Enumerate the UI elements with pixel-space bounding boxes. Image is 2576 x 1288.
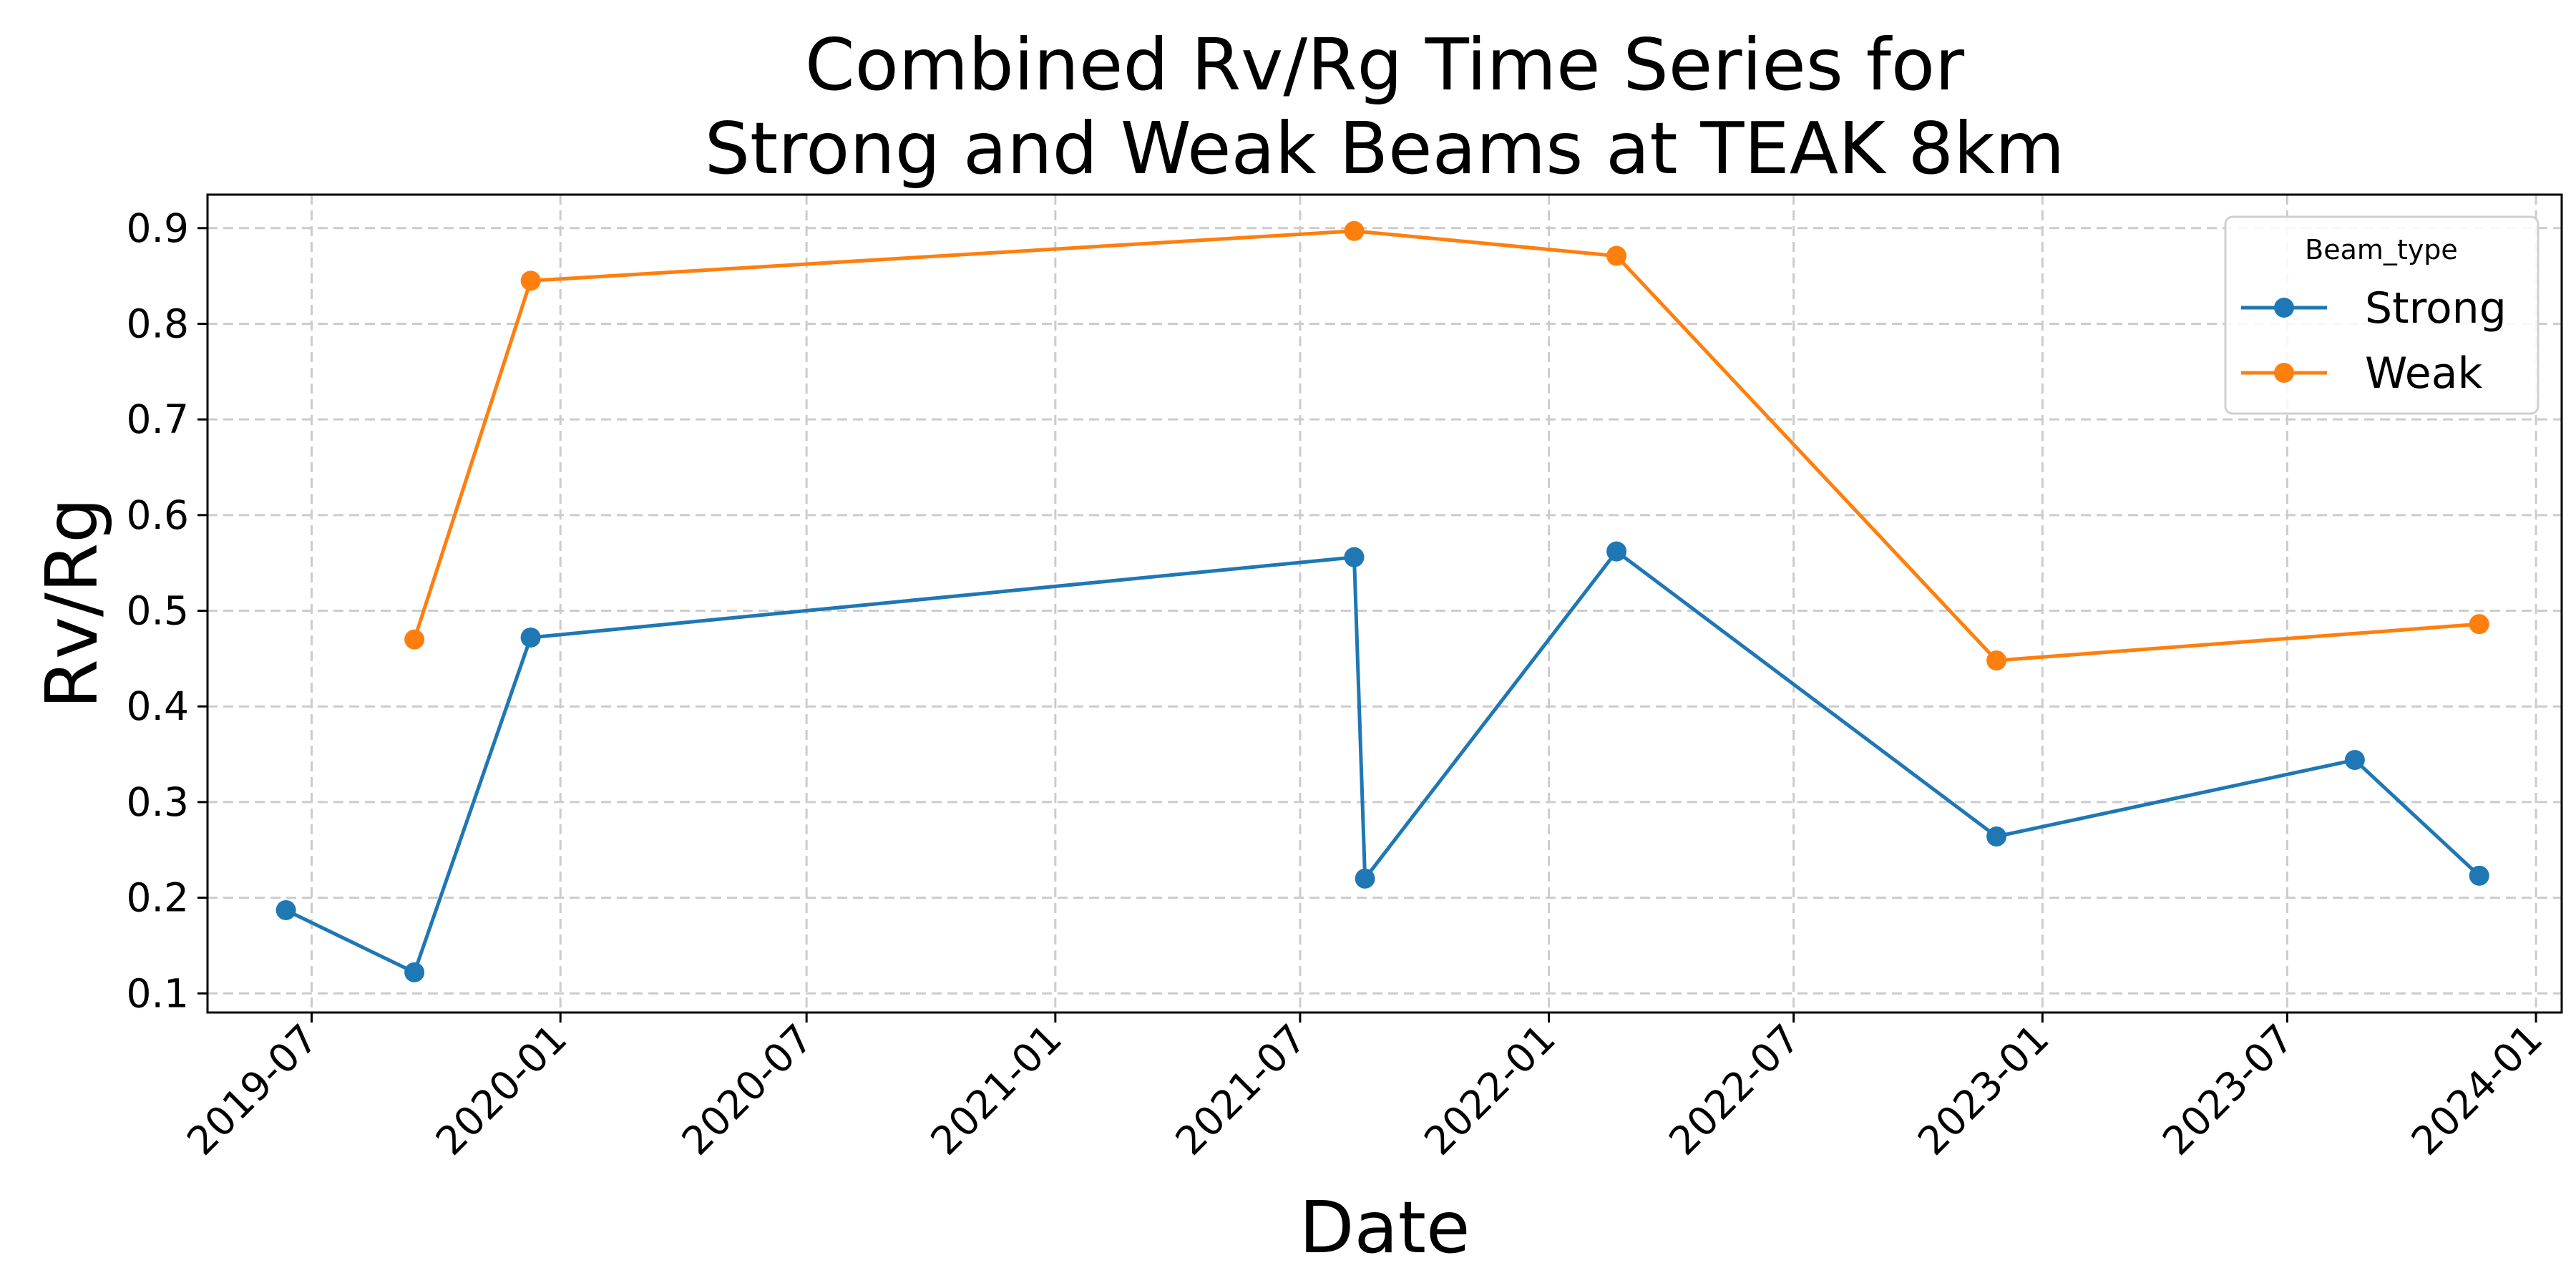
data-point-weak	[2469, 614, 2489, 635]
legend: Beam_type Strong Weak	[2224, 215, 2540, 415]
y-tick-label: 0.9	[127, 205, 189, 251]
x-tick-label: 2020-01	[427, 1015, 576, 1164]
series-layer	[275, 220, 2489, 982]
legend-title: Beam_type	[2305, 234, 2458, 265]
data-point-weak	[520, 270, 541, 291]
series-line-strong	[285, 550, 2481, 975]
data-point-weak	[1606, 245, 1627, 266]
chart-title-line-2: Strong and Weak Beams at TEAK 8km	[705, 107, 2065, 190]
data-point-weak	[1986, 650, 2007, 671]
data-point-strong	[1355, 868, 1375, 889]
y-tick-label: 0.3	[127, 779, 189, 825]
y-tick-label: 0.8	[127, 301, 189, 346]
data-point-strong	[2344, 750, 2365, 771]
y-tick-label: 0.6	[127, 492, 189, 538]
chart-title-line-1: Combined Rv/Rg Time Series for	[805, 23, 1965, 107]
legend-label-strong: Strong	[2365, 283, 2507, 333]
data-point-strong	[1986, 826, 2007, 847]
y-tick-label: 0.7	[127, 396, 189, 442]
data-point-strong	[520, 627, 541, 648]
x-tick-label: 2022-07	[1660, 1015, 1809, 1164]
axis-layer: 2019-07 2020-01 2020-07 2021-01 2021-07 2022-…	[127, 205, 2552, 1164]
legend-box	[2224, 215, 2540, 415]
legend-label-weak: Weak	[2365, 348, 2482, 399]
data-point-strong	[1344, 547, 1365, 567]
legend-marker-weak	[2274, 363, 2294, 383]
y-tick-label: 0.2	[127, 875, 189, 921]
data-point-strong	[2469, 865, 2489, 886]
series-line-weak	[412, 229, 2479, 663]
legend-marker-strong	[2274, 298, 2294, 318]
x-tick-label: 2020-07	[673, 1015, 822, 1164]
x-tick-label: 2021-01	[922, 1015, 1070, 1164]
x-tick-label: 2023-01	[1909, 1015, 2058, 1164]
plot-frame	[206, 193, 2563, 1014]
x-tick-label: 2021-07	[1166, 1015, 1315, 1164]
data-point-weak	[1344, 220, 1365, 241]
y-axis-label: Rv/Rg	[30, 497, 114, 708]
x-tick-label: 2024-01	[2403, 1015, 2552, 1164]
x-tick-label: 2022-01	[1415, 1015, 1564, 1164]
data-point-weak	[404, 629, 425, 650]
x-tick-label: 2019-07	[178, 1015, 327, 1164]
x-tick-label: 2023-07	[2154, 1015, 2303, 1164]
data-point-strong	[275, 899, 296, 920]
data-point-strong	[1606, 541, 1627, 562]
y-tick-label: 0.5	[127, 588, 189, 634]
y-tick-label: 0.4	[127, 683, 189, 729]
x-axis-label: Date	[1299, 1186, 1470, 1269]
grid-layer	[208, 195, 2562, 1013]
y-tick-label: 0.1	[127, 970, 189, 1016]
data-point-strong	[404, 962, 425, 982]
